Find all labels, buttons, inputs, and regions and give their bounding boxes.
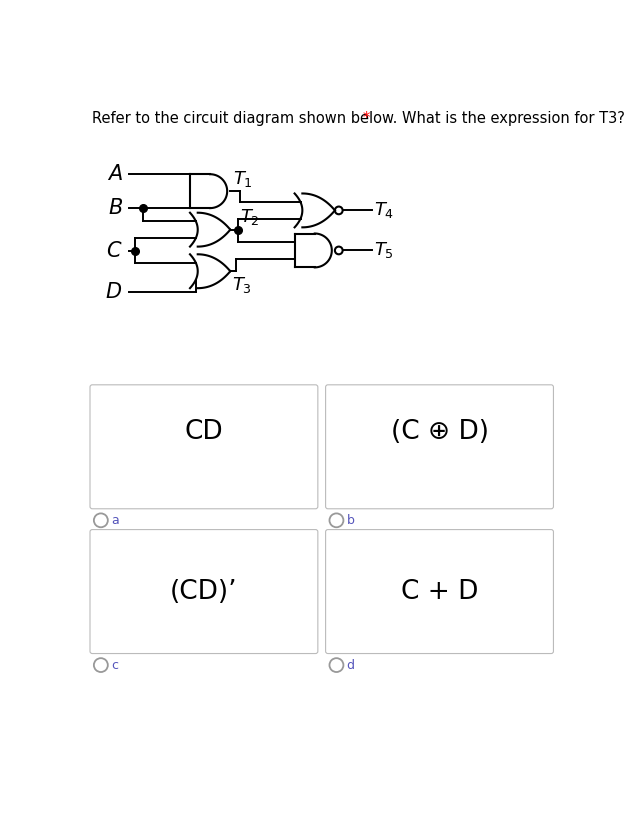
FancyBboxPatch shape [325,529,554,654]
Text: $T_4$: $T_4$ [374,201,394,221]
Text: (C ⊕ D): (C ⊕ D) [391,420,488,446]
Text: C + D: C + D [401,579,478,605]
Text: $T_2$: $T_2$ [240,207,260,227]
Text: $\mathit{C}$: $\mathit{C}$ [106,241,122,261]
Text: $\mathit{B}$: $\mathit{B}$ [107,199,122,218]
Text: *: * [362,112,370,127]
Text: b: b [347,513,354,527]
Text: CD: CD [184,420,223,446]
Text: c: c [111,659,118,671]
Text: $T_3$: $T_3$ [232,275,252,295]
Text: d: d [347,659,354,671]
FancyBboxPatch shape [90,529,318,654]
Text: (CD)’: (CD)’ [170,579,238,605]
Text: $T_5$: $T_5$ [374,241,394,260]
Text: $\mathit{A}$: $\mathit{A}$ [107,164,122,184]
Text: Refer to the circuit diagram shown below. What is the expression for T3?: Refer to the circuit diagram shown below… [92,112,627,127]
Text: a: a [111,513,119,527]
Text: $T_1$: $T_1$ [233,169,253,189]
FancyBboxPatch shape [325,385,554,508]
FancyBboxPatch shape [90,385,318,508]
Text: $\mathit{D}$: $\mathit{D}$ [105,282,122,302]
